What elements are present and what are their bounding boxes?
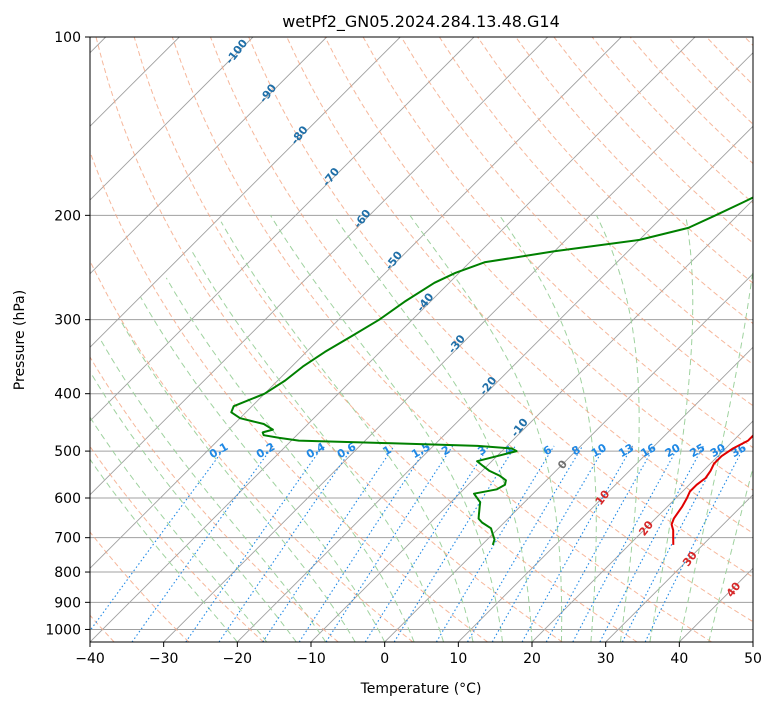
isotherm-line [90,37,475,422]
x-tick-label: 40 [670,651,688,667]
dry-adiabats [90,37,753,642]
x-tick-label: 30 [597,651,615,667]
dry-adiabat-line [400,37,753,407]
mixing-ratio-lines [90,445,746,642]
moist-adiabat-line [596,215,640,642]
moist-adiabat-line [409,215,563,642]
isotherm-line [90,37,696,642]
isotherm-line [90,37,401,348]
dry-adiabat-line [90,531,190,642]
dry-adiabat-line [95,37,563,642]
dry-adiabat-line [248,37,753,578]
chart-title: wetPf2_GN05.2024.284.13.48.G14 [282,12,560,32]
dry-adiabat-line [515,37,753,284]
moist-adiabat-line [140,297,386,642]
moist-adiabat-line [191,251,445,642]
x-tick-label: 20 [523,651,541,667]
moist-adiabat-line [678,265,753,642]
moist-adiabat-line [333,215,533,642]
dry-adiabat-line [324,37,753,491]
mixing-ratio-line [131,445,274,642]
y-tick-label: 200 [54,208,81,224]
temperature-profile-line [670,434,753,545]
mixing-ratio-line [644,445,746,642]
dry-adiabat-line [171,37,712,642]
y-tick-label: 500 [54,444,81,460]
isotherm-line [90,37,549,496]
mixing-ratio-line [364,445,490,642]
moist-adiabat-line [90,370,297,642]
mixing-ratio-line [325,445,454,642]
moist-adiabat-line [165,277,415,642]
x-axis-title: Temperature (°C) [360,681,482,697]
dry-adiabat-line [438,37,753,366]
mixing-ratio-line [218,445,355,642]
plot-area: 0.1 0.2 0.4 0.6 1 1.5 2 3 4 6 8 10 13 16 20 25 30 36-100-… [90,37,753,642]
isotherm-line [384,273,753,642]
y-tick-label: 700 [54,531,81,547]
moist-adiabat-line [90,458,238,642]
moist-adiabat-line [100,340,327,642]
mixing-ratio-line [185,445,324,642]
y-tick-label: 1000 [45,622,81,638]
y-tick-label: 600 [54,491,81,507]
grid-layer [90,37,753,642]
y-tick-label: 400 [54,387,81,403]
dry-adiabat-line [90,259,414,642]
moist-adiabat-line [270,215,503,642]
mixing-ratio-line [298,445,429,642]
dry-adiabat-line [210,37,753,623]
isotherm-line [531,420,753,642]
isotherm-line [90,37,622,569]
y-axis: 100 200 300 400 500 600 700 800 900 1000 [45,30,90,638]
y-tick-label: 300 [54,313,81,329]
y-tick-label: 800 [54,565,81,581]
x-tick-label: −10 [296,651,326,667]
plot-frame [89,36,754,643]
moist-adiabat-line [90,416,268,642]
dry-adiabat-line [133,37,638,642]
x-tick-label: −30 [149,651,179,667]
x-tick-label: 0 [380,651,389,667]
x-tick-label: −40 [75,651,105,667]
moist-adiabat-line [649,215,694,642]
mixing-ratio-line [435,445,555,642]
dewpoint-profile-line [230,196,753,546]
isotherm-line [605,494,753,642]
y-axis-title: Pressure (hPa) [12,290,28,390]
mixing-ratio-line [262,445,395,642]
dry-adiabat-line [90,150,488,642]
mixing-ratio-line [467,445,584,642]
mixing-ratio-line [621,445,725,642]
dry-adiabat-line [90,356,339,642]
x-tick-label: 50 [744,651,762,667]
isotherm-line [90,37,254,201]
isotherm-line [163,52,753,642]
isotherm-line [90,37,328,275]
y-tick-label: 900 [54,595,81,611]
profile-series [230,196,753,546]
x-axis: −40 −30 −20 −10 0 10 20 30 40 50 [75,642,762,667]
x-tick-label: −20 [223,651,253,667]
isotherm-line [236,125,753,642]
moist-adiabat-line [119,319,356,642]
moist-adiabat-line [220,221,474,642]
y-tick-label: 100 [54,30,81,46]
mixing-ratio-line [545,445,656,642]
mixing-ratio-line [521,445,633,642]
dry-adiabat-line [90,445,264,642]
x-tick-label: 10 [449,651,467,667]
